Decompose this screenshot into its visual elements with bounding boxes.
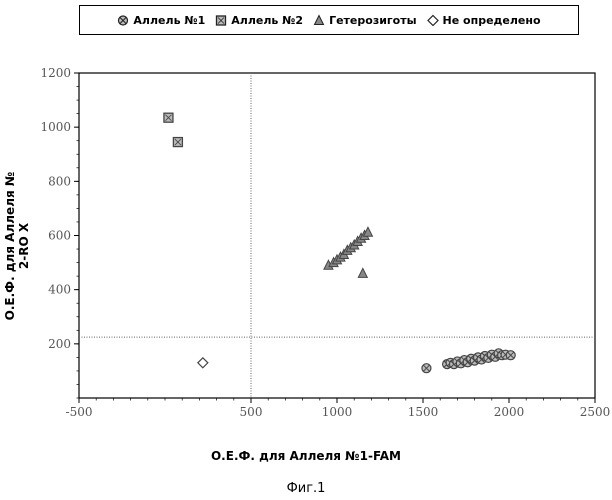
plot-frame (79, 73, 595, 398)
data-point (422, 364, 431, 373)
x-axis-label: О.Е.Ф. для Аллеля №1-FAM (0, 449, 612, 463)
data-point (164, 113, 173, 122)
chart-legend: Аллель №1 Аллель №2 Гетерозиготы Не определ… (79, 5, 579, 35)
x-tick-label: 2000 (494, 405, 525, 419)
data-point (506, 351, 515, 360)
data-point (358, 268, 367, 277)
legend-label: Аллель №1 (133, 14, 205, 27)
threshold-lines (79, 73, 595, 398)
legend-marker-shape (217, 16, 226, 25)
legend-item: Гетерозиготы (313, 14, 416, 27)
legend-label: Гетерозиготы (329, 14, 416, 27)
circle-x-marker-icon (117, 14, 129, 26)
x-tick-label: 2500 (580, 405, 611, 419)
plot-border (79, 73, 595, 398)
axis-ticks: -500 500 1000 1500 2000 2500 200 400 600 800 1000 1… (40, 66, 610, 419)
legend-label: Не определено (443, 14, 541, 27)
y-tick-label: 800 (48, 174, 71, 188)
legend-item: Аллель №2 (215, 14, 303, 27)
data-point (198, 358, 208, 368)
diamond-marker-icon (427, 14, 439, 26)
x-tick-label: 1000 (322, 405, 353, 419)
x-tick-label: 500 (240, 405, 263, 419)
y-tick-label: 600 (48, 229, 71, 243)
legend-item: Не определено (427, 14, 541, 27)
data-points (164, 113, 515, 373)
y-tick-label: 400 (48, 283, 71, 297)
y-tick-label: 1000 (40, 120, 71, 134)
x-tick-label: -500 (66, 405, 93, 419)
data-point (173, 138, 182, 147)
legend-marker-shape (428, 16, 438, 26)
y-axis-label: О.Е.Ф. для Аллеля № 2-RO X (3, 166, 31, 326)
legend-marker-shape (315, 16, 324, 25)
x-tick-label: 1500 (408, 405, 439, 419)
figure-caption: Фиг.1 (0, 481, 612, 496)
triangle-marker-icon (313, 14, 325, 26)
y-tick-label: 200 (48, 337, 71, 351)
legend-label: Аллель №2 (231, 14, 303, 27)
legend-marker-shape (119, 16, 128, 25)
legend-item: Аллель №1 (117, 14, 205, 27)
square-marker-icon (215, 14, 227, 26)
y-tick-label: 1200 (40, 66, 71, 80)
